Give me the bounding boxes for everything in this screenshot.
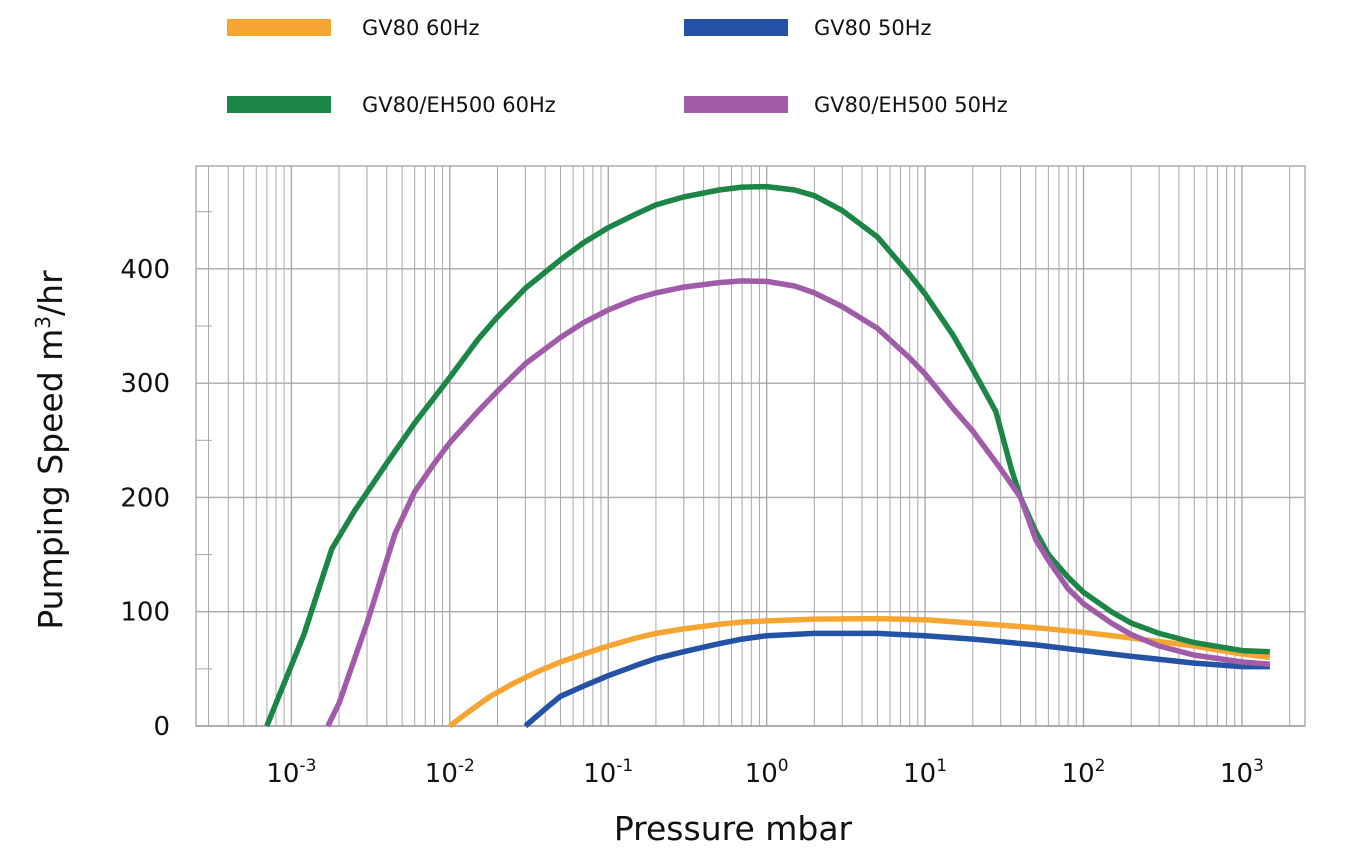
legend-label-gv80-eh500-60hz: GV80/EH500 60Hz [362,93,556,117]
y-axis-title-main: Pumping Speed m [31,329,70,630]
chart-legend: GV80 60Hz GV80 50Hz GV80/EH500 60Hz GV80… [227,16,1008,117]
series-line-2 [264,183,1271,728]
series-line-1 [523,630,1270,729]
x-tick-label: 10-2 [425,756,475,789]
grid-lines [196,166,1305,727]
y-tick-label: 400 [120,255,170,285]
legend-swatch-gv80-eh500-50hz [684,96,788,113]
x-axis-title: Pressure mbar [614,809,853,848]
legend-swatch-gv80-50hz [684,19,788,36]
x-tick-label: 102 [1062,756,1106,789]
series-lines [264,183,1271,729]
y-axis-title-end: /hr [31,270,70,316]
y-tick-label: 0 [153,712,170,742]
x-tick-label: 100 [745,756,789,789]
legend-label-gv80-50hz: GV80 50Hz [814,16,932,40]
x-axis-ticks: 10-3 10-2 10-1 100 101 102 103 [266,756,1264,789]
legend-label-gv80-60hz: GV80 60Hz [362,16,480,40]
legend-swatch-gv80-eh500-60hz [227,96,331,113]
y-axis-title: Pumping Speed m3/hr [31,270,70,630]
x-tick-label: 10-3 [266,756,316,789]
y-tick-label: 200 [120,483,170,513]
y-tick-label: 300 [120,369,170,399]
y-minor-ticks [196,211,212,670]
x-tick-label: 10-1 [583,756,633,789]
series-line-3 [325,278,1271,728]
x-tick-label: 101 [903,756,947,789]
x-tick-label: 103 [1220,756,1264,789]
legend-swatch-gv80-60hz [227,19,331,36]
y-tick-label: 100 [120,598,170,628]
y-axis-ticks: 0 100 200 300 400 [120,255,170,742]
series-line-0 [448,615,1271,729]
y-axis-title-sup: 3 [31,316,55,329]
legend-label-gv80-eh500-50hz: GV80/EH500 50Hz [814,93,1008,117]
